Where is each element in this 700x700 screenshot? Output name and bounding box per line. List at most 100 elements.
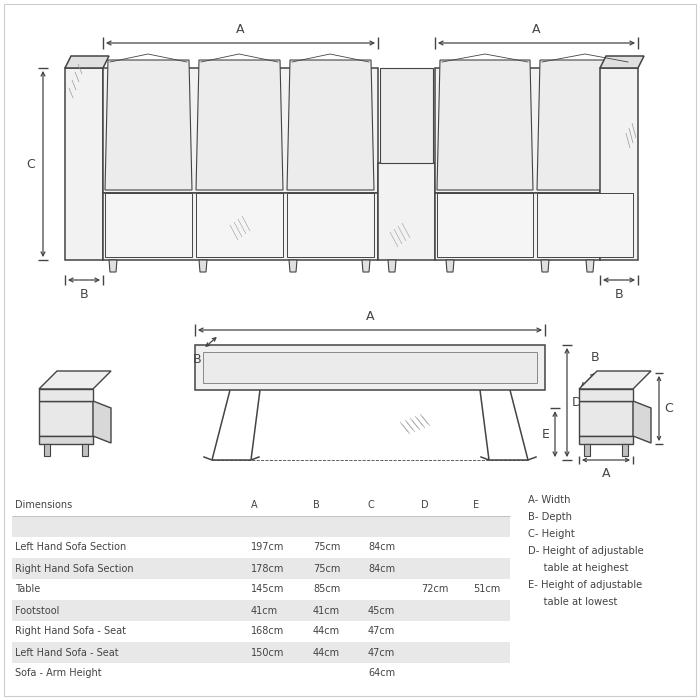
Text: 41cm: 41cm <box>313 606 340 615</box>
Text: Dimensions: Dimensions <box>15 500 72 510</box>
Text: 145cm: 145cm <box>251 584 284 594</box>
Polygon shape <box>39 401 93 436</box>
Text: A: A <box>251 500 258 510</box>
Text: 47cm: 47cm <box>368 626 395 636</box>
Polygon shape <box>199 260 207 272</box>
Text: C: C <box>664 402 673 415</box>
Polygon shape <box>633 401 651 443</box>
Text: 84cm: 84cm <box>368 564 395 573</box>
Polygon shape <box>584 444 590 456</box>
Polygon shape <box>579 436 633 444</box>
Polygon shape <box>39 436 93 444</box>
Text: B: B <box>615 288 623 301</box>
Polygon shape <box>435 68 600 193</box>
Text: E- Height of adjustable: E- Height of adjustable <box>528 580 643 590</box>
Text: Sofa - Arm Height: Sofa - Arm Height <box>15 668 101 678</box>
Text: D- Height of adjustable: D- Height of adjustable <box>528 546 644 556</box>
Text: C: C <box>368 500 374 510</box>
Polygon shape <box>105 60 192 190</box>
Text: Table: Table <box>15 584 41 594</box>
Polygon shape <box>203 352 537 383</box>
Text: B: B <box>591 351 599 364</box>
Text: 150cm: 150cm <box>251 648 284 657</box>
Text: Right Hand Sofa - Seat: Right Hand Sofa - Seat <box>15 626 126 636</box>
Text: 72cm: 72cm <box>421 584 449 594</box>
Text: C: C <box>27 158 35 171</box>
Text: Left Hand Sofa Section: Left Hand Sofa Section <box>15 542 126 552</box>
Polygon shape <box>600 56 644 68</box>
Polygon shape <box>600 68 638 260</box>
Text: 47cm: 47cm <box>368 648 395 657</box>
Text: A- Width: A- Width <box>528 495 570 505</box>
Polygon shape <box>437 60 533 190</box>
Bar <box>12 495 510 516</box>
Polygon shape <box>287 193 374 257</box>
Polygon shape <box>93 401 111 443</box>
Text: 45cm: 45cm <box>368 606 395 615</box>
Polygon shape <box>196 193 283 257</box>
Text: 84cm: 84cm <box>368 542 395 552</box>
Text: A: A <box>602 467 610 480</box>
Text: D: D <box>421 500 428 510</box>
Polygon shape <box>287 60 374 190</box>
Text: C- Height: C- Height <box>528 529 575 539</box>
Text: 75cm: 75cm <box>313 542 340 552</box>
Polygon shape <box>39 371 111 389</box>
Text: table at lowest: table at lowest <box>528 597 617 607</box>
Text: 75cm: 75cm <box>313 564 340 573</box>
Bar <box>12 537 510 558</box>
Text: B- Depth: B- Depth <box>528 512 572 522</box>
Polygon shape <box>39 389 93 401</box>
Text: 168cm: 168cm <box>251 626 284 636</box>
Polygon shape <box>541 260 549 272</box>
Text: 41cm: 41cm <box>251 606 278 615</box>
Polygon shape <box>378 163 435 260</box>
Text: E: E <box>542 428 550 440</box>
Text: 197cm: 197cm <box>251 542 284 552</box>
Bar <box>12 600 510 621</box>
Text: 44cm: 44cm <box>313 626 340 636</box>
Polygon shape <box>380 68 433 163</box>
Polygon shape <box>195 345 545 390</box>
Text: A: A <box>532 23 540 36</box>
Text: B: B <box>193 353 202 366</box>
Bar <box>12 516 510 537</box>
Polygon shape <box>82 444 88 456</box>
Text: E: E <box>473 500 479 510</box>
Text: Footstool: Footstool <box>15 606 60 615</box>
Bar <box>12 642 510 663</box>
Bar <box>12 621 510 642</box>
Text: 44cm: 44cm <box>313 648 340 657</box>
Bar <box>12 579 510 600</box>
Polygon shape <box>437 193 533 257</box>
Text: A: A <box>237 23 245 36</box>
Polygon shape <box>289 260 297 272</box>
Polygon shape <box>196 60 283 190</box>
Polygon shape <box>105 193 192 257</box>
Polygon shape <box>537 60 633 190</box>
Text: 64cm: 64cm <box>368 668 395 678</box>
Polygon shape <box>103 193 378 260</box>
Polygon shape <box>622 444 628 456</box>
Polygon shape <box>388 260 396 272</box>
Polygon shape <box>65 56 109 68</box>
Polygon shape <box>103 68 378 193</box>
Polygon shape <box>435 193 600 260</box>
Text: Left Hand Sofa - Seat: Left Hand Sofa - Seat <box>15 648 118 657</box>
Text: table at heighest: table at heighest <box>528 563 629 573</box>
Polygon shape <box>44 444 50 456</box>
Text: D: D <box>572 396 582 409</box>
Polygon shape <box>579 371 651 389</box>
Text: B: B <box>80 288 88 301</box>
Polygon shape <box>362 260 370 272</box>
Polygon shape <box>586 260 594 272</box>
Text: 85cm: 85cm <box>313 584 340 594</box>
Polygon shape <box>579 401 633 436</box>
Bar <box>12 558 510 579</box>
Text: 178cm: 178cm <box>251 564 284 573</box>
Text: A: A <box>365 310 375 323</box>
Text: 51cm: 51cm <box>473 584 500 594</box>
Polygon shape <box>446 260 454 272</box>
Polygon shape <box>65 68 103 260</box>
Polygon shape <box>537 193 633 257</box>
